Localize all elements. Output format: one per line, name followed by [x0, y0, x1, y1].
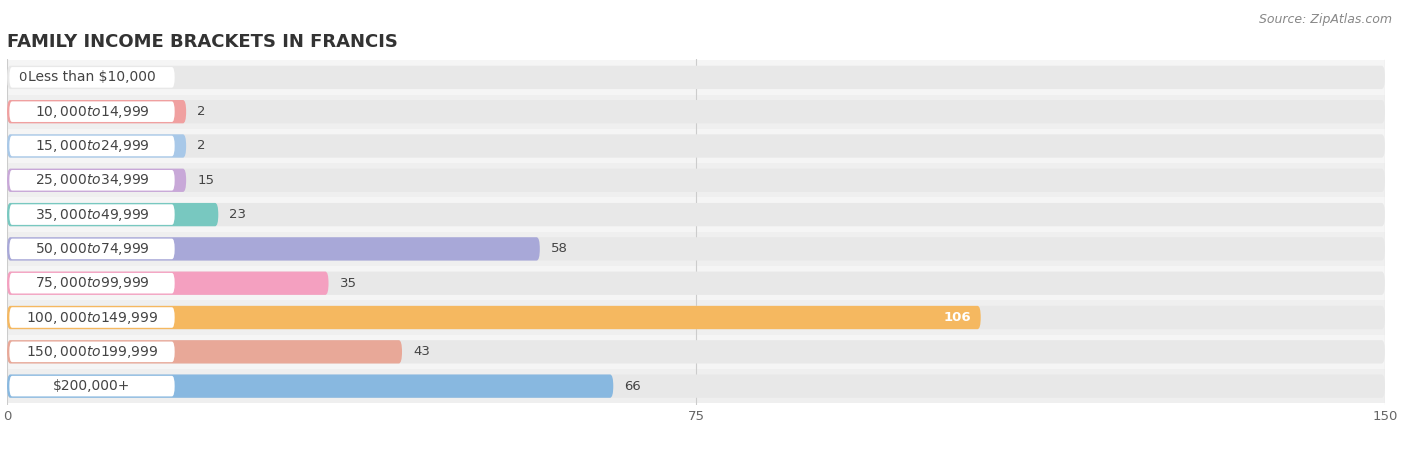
Text: $15,000 to $24,999: $15,000 to $24,999 — [35, 138, 149, 154]
FancyBboxPatch shape — [7, 237, 540, 261]
Bar — [7, 60, 1385, 94]
Bar — [7, 300, 1385, 335]
Bar — [7, 198, 1385, 232]
FancyBboxPatch shape — [7, 169, 1385, 192]
Text: 23: 23 — [229, 208, 246, 221]
Bar — [7, 94, 1385, 129]
FancyBboxPatch shape — [7, 306, 981, 329]
Text: $100,000 to $149,999: $100,000 to $149,999 — [25, 310, 159, 325]
FancyBboxPatch shape — [7, 203, 218, 226]
FancyBboxPatch shape — [10, 67, 174, 88]
Text: $75,000 to $99,999: $75,000 to $99,999 — [35, 275, 149, 291]
Text: $200,000+: $200,000+ — [53, 379, 131, 393]
FancyBboxPatch shape — [7, 374, 1385, 398]
Text: Less than $10,000: Less than $10,000 — [28, 70, 156, 84]
FancyBboxPatch shape — [7, 169, 186, 192]
Text: $10,000 to $14,999: $10,000 to $14,999 — [35, 104, 149, 120]
Text: Source: ZipAtlas.com: Source: ZipAtlas.com — [1258, 14, 1392, 27]
Text: $50,000 to $74,999: $50,000 to $74,999 — [35, 241, 149, 257]
FancyBboxPatch shape — [10, 307, 174, 328]
Text: 2: 2 — [197, 105, 205, 118]
FancyBboxPatch shape — [10, 136, 174, 156]
FancyBboxPatch shape — [7, 100, 1385, 123]
Bar — [7, 266, 1385, 300]
FancyBboxPatch shape — [10, 101, 174, 122]
Text: 66: 66 — [624, 380, 641, 393]
FancyBboxPatch shape — [7, 340, 402, 364]
FancyBboxPatch shape — [10, 170, 174, 191]
Text: 35: 35 — [340, 277, 357, 290]
Text: $35,000 to $49,999: $35,000 to $49,999 — [35, 207, 149, 223]
FancyBboxPatch shape — [7, 134, 1385, 158]
FancyBboxPatch shape — [10, 376, 174, 396]
Bar — [7, 335, 1385, 369]
FancyBboxPatch shape — [10, 204, 174, 225]
FancyBboxPatch shape — [7, 66, 1385, 89]
FancyBboxPatch shape — [7, 271, 1385, 295]
FancyBboxPatch shape — [7, 340, 1385, 364]
Text: 58: 58 — [551, 243, 568, 256]
FancyBboxPatch shape — [7, 306, 1385, 329]
FancyBboxPatch shape — [7, 271, 329, 295]
FancyBboxPatch shape — [7, 237, 1385, 261]
Text: FAMILY INCOME BRACKETS IN FRANCIS: FAMILY INCOME BRACKETS IN FRANCIS — [7, 33, 398, 51]
Bar — [7, 129, 1385, 163]
Text: $150,000 to $199,999: $150,000 to $199,999 — [25, 344, 159, 360]
Bar — [7, 369, 1385, 403]
FancyBboxPatch shape — [7, 134, 186, 158]
Text: $25,000 to $34,999: $25,000 to $34,999 — [35, 172, 149, 188]
FancyBboxPatch shape — [10, 273, 174, 293]
FancyBboxPatch shape — [10, 342, 174, 362]
FancyBboxPatch shape — [10, 238, 174, 259]
Bar — [7, 232, 1385, 266]
FancyBboxPatch shape — [7, 203, 1385, 226]
FancyBboxPatch shape — [7, 374, 613, 398]
Text: 0: 0 — [18, 71, 27, 84]
Text: 2: 2 — [197, 140, 205, 153]
FancyBboxPatch shape — [7, 100, 186, 123]
Text: 15: 15 — [197, 174, 214, 187]
Text: 43: 43 — [413, 345, 430, 358]
Text: 106: 106 — [943, 311, 972, 324]
Bar — [7, 163, 1385, 198]
